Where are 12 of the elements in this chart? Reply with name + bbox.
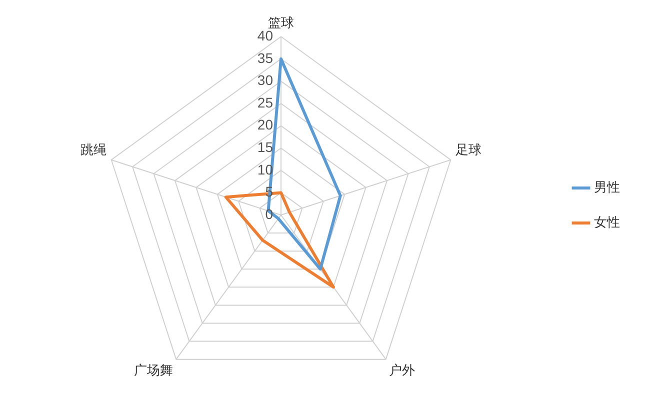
- y-tick-label: 30: [257, 72, 274, 88]
- y-tick-label: 5: [265, 184, 274, 200]
- y-tick-label: 20: [257, 116, 274, 133]
- y-tick-label: 15: [257, 138, 274, 155]
- spoke-label: 跳绳: [80, 142, 107, 158]
- legend-label: 男性: [594, 180, 620, 196]
- spoke-label: 广场舞: [134, 364, 174, 379]
- legend-label: 女性: [594, 215, 620, 230]
- y-tick-label: 25: [257, 94, 274, 110]
- spoke-label: 足球: [455, 142, 482, 158]
- y-tick-label: 35: [257, 50, 274, 66]
- spoke-label: 户外: [388, 364, 415, 379]
